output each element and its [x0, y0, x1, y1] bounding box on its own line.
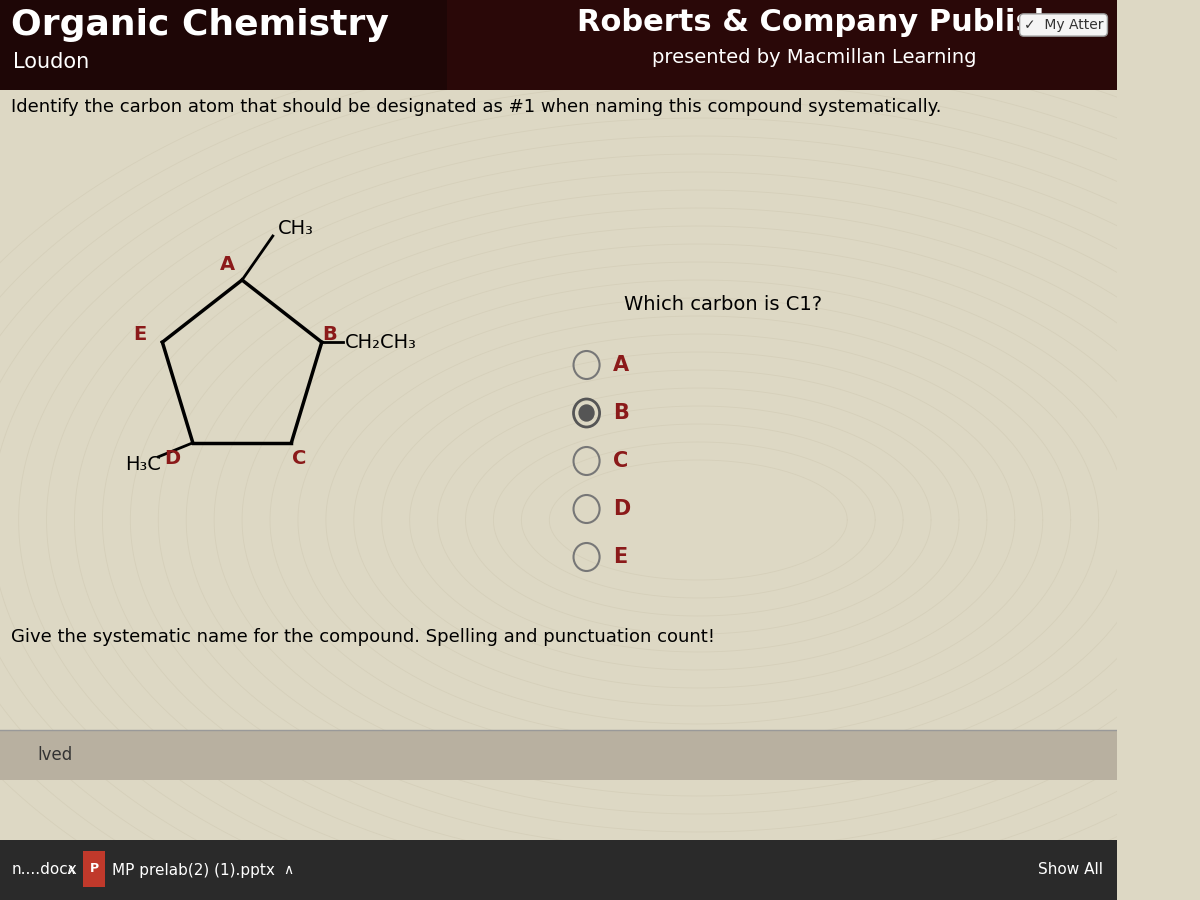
Text: CH₃: CH₃ [277, 219, 313, 238]
Text: Roberts & Company Publishers: Roberts & Company Publishers [577, 8, 1110, 37]
Text: D: D [613, 499, 630, 519]
Text: ✓  My Atter: ✓ My Atter [1024, 18, 1103, 32]
Text: n....docx: n....docx [11, 862, 77, 878]
Text: ∧: ∧ [283, 863, 294, 877]
Text: P: P [90, 862, 98, 876]
Text: B: B [613, 403, 629, 423]
Text: B: B [322, 325, 336, 344]
FancyBboxPatch shape [0, 730, 1117, 780]
Text: A: A [613, 355, 629, 375]
FancyBboxPatch shape [0, 0, 446, 90]
Text: MP prelab(2) (1).pptx: MP prelab(2) (1).pptx [112, 862, 275, 878]
Text: A: A [220, 255, 235, 274]
Text: CH₂CH₃: CH₂CH₃ [346, 333, 416, 352]
Text: Show All: Show All [1038, 862, 1103, 878]
FancyBboxPatch shape [0, 840, 1117, 900]
Text: D: D [164, 449, 180, 468]
Text: Loudon: Loudon [13, 52, 89, 72]
Text: Give the systematic name for the compound. Spelling and punctuation count!: Give the systematic name for the compoun… [11, 628, 715, 646]
Text: Organic Chemistry: Organic Chemistry [11, 8, 389, 42]
Text: Identify the carbon atom that should be designated as #1 when naming this compou: Identify the carbon atom that should be … [11, 98, 942, 116]
Text: C: C [613, 451, 628, 471]
Text: ∧: ∧ [65, 863, 74, 877]
Text: H₃C: H₃C [125, 455, 161, 474]
Text: Which carbon is C1?: Which carbon is C1? [624, 295, 822, 314]
Circle shape [580, 405, 594, 421]
FancyBboxPatch shape [0, 0, 1117, 90]
Text: lved: lved [37, 746, 72, 764]
Text: E: E [133, 325, 146, 344]
FancyBboxPatch shape [83, 851, 106, 887]
Text: E: E [613, 547, 626, 567]
Text: C: C [292, 449, 306, 468]
Text: presented by Macmillan Learning: presented by Macmillan Learning [652, 48, 977, 67]
